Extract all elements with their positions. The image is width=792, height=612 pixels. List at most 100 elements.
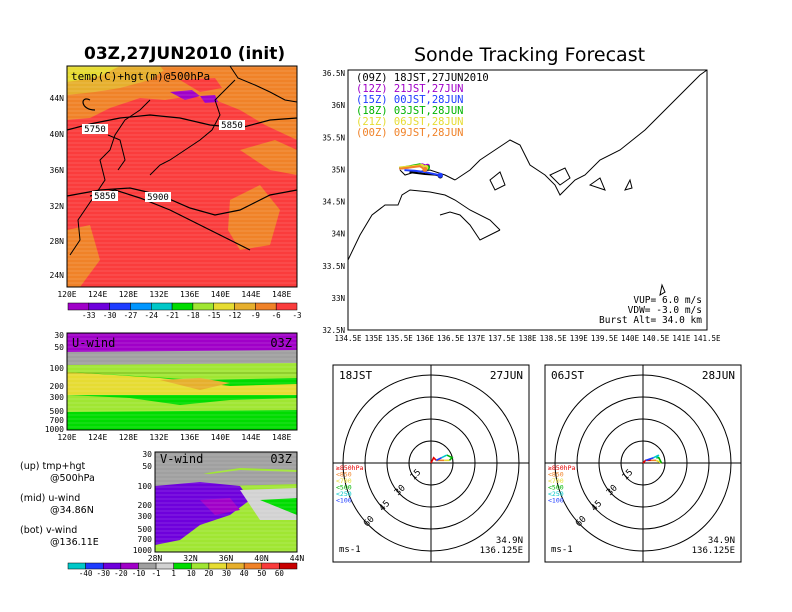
map500-colorbar-box — [192, 302, 214, 311]
hodo-date: 28JUN — [702, 369, 735, 382]
map500-lat-tick: 24N — [50, 271, 65, 280]
map500-colorbar-label: -6 — [272, 311, 282, 320]
vwind-p-tick: 500 — [138, 525, 153, 534]
track-line — [404, 169, 441, 177]
uwind-field — [67, 333, 297, 430]
track-lat-tick: 35.5N — [322, 133, 345, 142]
map500-lat-tick: 44N — [50, 94, 65, 103]
track-lat-tick: 35N — [331, 165, 345, 174]
map500-label: temp(C)+hgt(m)@500hPa — [71, 70, 211, 83]
legend-entry: (09Z) 18JST,27JUN2010 — [356, 72, 489, 84]
wind-colorbar-label: 40 — [240, 569, 250, 578]
track-lat-tick: 36.5N — [322, 69, 345, 78]
wind-colorbar-label: -30 — [96, 569, 110, 578]
track-lon-tick: 134.5E — [334, 334, 362, 343]
hodo-line — [653, 454, 660, 459]
map500-colorbar-label: -12 — [228, 311, 242, 320]
map500-colorbar-box — [255, 302, 277, 311]
map500-lat-tick: 40N — [50, 130, 65, 139]
legend-entry: (12Z) 21JST,27JUN — [356, 83, 463, 95]
hodo-units: ms-1 — [551, 545, 573, 555]
hodograph-left — [332, 364, 530, 563]
contour-label: 5750 — [84, 125, 106, 135]
map500-colorbar-label: -27 — [124, 311, 138, 320]
hodo-level-label: <100 — [548, 497, 564, 505]
wind-colorbar-label: -10 — [132, 569, 146, 578]
hodograph-right — [544, 364, 742, 563]
vwind-field — [155, 452, 297, 552]
uwind-p-tick: 200 — [50, 382, 65, 391]
hodo-lon: 136.125E — [692, 546, 735, 556]
map500-colorbar-box — [275, 302, 298, 311]
track-lon-tick: 138.5E — [540, 334, 568, 343]
map500-colorbar-box — [171, 302, 194, 311]
vwind-p-tick: 700 — [138, 535, 153, 544]
map500-lon-tick: 144E — [241, 290, 260, 299]
wind-colorbar-label: 60 — [275, 569, 285, 578]
track-line — [399, 165, 426, 171]
wind-colorbar-label: 10 — [187, 569, 197, 578]
legend-entry: (21Z) 06JST,28JUN — [356, 116, 463, 128]
right-title: Sonde Tracking Forecast — [414, 44, 646, 66]
map500-lat-tick: 28N — [50, 237, 65, 246]
hodo-line — [441, 454, 448, 459]
map500-colorbar-label: -30 — [103, 311, 117, 320]
vwind-label: V-wind — [160, 452, 203, 466]
uwind-p-tick: 300 — [50, 393, 65, 402]
track-lon-tick: 135E — [365, 334, 384, 343]
wind-colorbar-box — [279, 562, 298, 570]
vwind-lat-tick: 28N — [148, 554, 163, 563]
tracking-map — [347, 69, 708, 331]
uwind-lon-tick: 124E — [88, 433, 107, 442]
contour-label-bg — [82, 124, 108, 134]
track-lon-tick: 137.5E — [488, 334, 516, 343]
map500-colorbar-label: -18 — [186, 311, 200, 320]
wind-colorbar-label: 20 — [204, 569, 214, 578]
map500-colorbar-box — [213, 302, 235, 311]
track-param: Burst Alt= 34.0 km — [599, 315, 702, 326]
vwind-p-tick: 100 — [138, 482, 153, 491]
left-title: 03Z,27JUN2010 (init) — [84, 44, 286, 64]
vwind-p-tick: 1000 — [133, 546, 152, 555]
map500-colorbar-box — [234, 302, 256, 311]
map500-colorbar-box — [67, 302, 90, 311]
hodo-level-label: ≥850hPa — [336, 464, 363, 472]
legend-entry: (18Z) 03JST,28JUN — [356, 105, 463, 117]
contour-label-bg — [145, 192, 171, 202]
map500-colorbar-label: -21 — [165, 311, 179, 320]
uwind-label: U-wind — [72, 336, 115, 350]
uwind-lon-tick: 144E — [241, 433, 260, 442]
hodo-lat: 34.9N — [496, 536, 523, 546]
map500-colorbar-label: -15 — [207, 311, 221, 320]
contour-label-bg — [92, 191, 118, 201]
uwind-p-tick: 500 — [50, 407, 65, 416]
track-lat-tick: 33N — [331, 294, 345, 303]
map500-field — [67, 66, 297, 287]
hodo-lat: 34.9N — [708, 536, 735, 546]
hodo-level-label: <250 — [548, 490, 564, 498]
track-lat-tick: 34.5N — [322, 198, 345, 207]
wind-colorbar-label: -40 — [79, 569, 93, 578]
hodo-line — [435, 457, 442, 462]
map500-colorbar-box — [88, 302, 110, 311]
hodo-line — [645, 456, 654, 462]
map500-lon-tick: 140E — [211, 290, 230, 299]
track-lon-tick: 140E — [621, 334, 640, 343]
vwind-lat-tick: 40N — [254, 554, 269, 563]
map500-colorbar-label: -3 — [292, 311, 301, 320]
map500-colorbar-box — [130, 302, 152, 311]
contour-label: 5850 — [221, 121, 243, 131]
track-lon-tick: 139E — [570, 334, 589, 343]
uwind-lon-tick: 148E — [272, 433, 291, 442]
contour-label: 5850 — [94, 192, 116, 202]
uwind-lon-tick: 140E — [211, 433, 230, 442]
hodo-level-label: <850 — [548, 471, 564, 479]
map500-lat-tick: 36N — [50, 166, 65, 175]
hodo-line — [430, 456, 437, 464]
track-lon-tick: 141.5E — [693, 334, 721, 343]
map500-colorbar-box — [151, 302, 173, 311]
map500-lat-tick: 32N — [50, 202, 65, 211]
hodo-level-label: <700 — [548, 477, 564, 485]
hodo-level-label: <500 — [336, 484, 352, 492]
hodo-level-label: <700 — [336, 477, 352, 485]
